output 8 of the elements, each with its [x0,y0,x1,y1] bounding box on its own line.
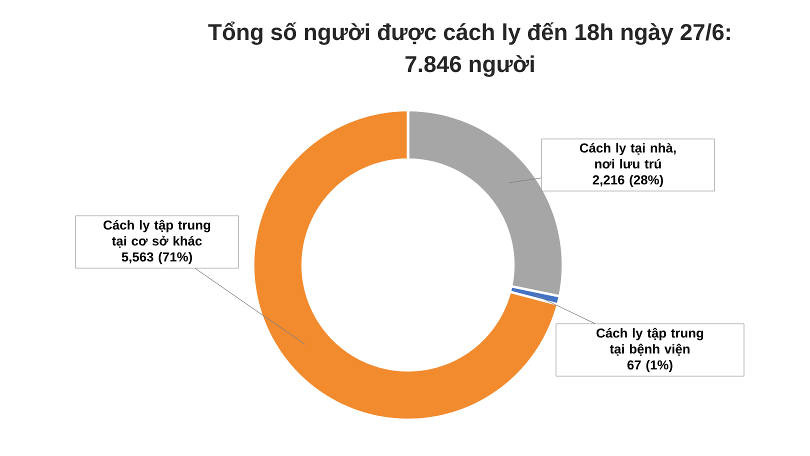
data-label: 67 (1%) [627,360,672,372]
slice-label: Cách ly tập trung tại bệnh viện [596,328,704,356]
data-label: 2,216 (28%) [592,174,663,188]
slice-label: Cách ly tập trung tại cơ sở khác [104,220,210,248]
chart-title: Tổng số người được cách ly đến 18h ngày 27/6: [208,21,730,45]
slice-label: Cách ly tại nhà, nơi lưu trú [580,142,676,169]
chart-subtitle: 7.846 người [406,55,534,77]
data-label: 5,563 (71%) [122,252,192,264]
